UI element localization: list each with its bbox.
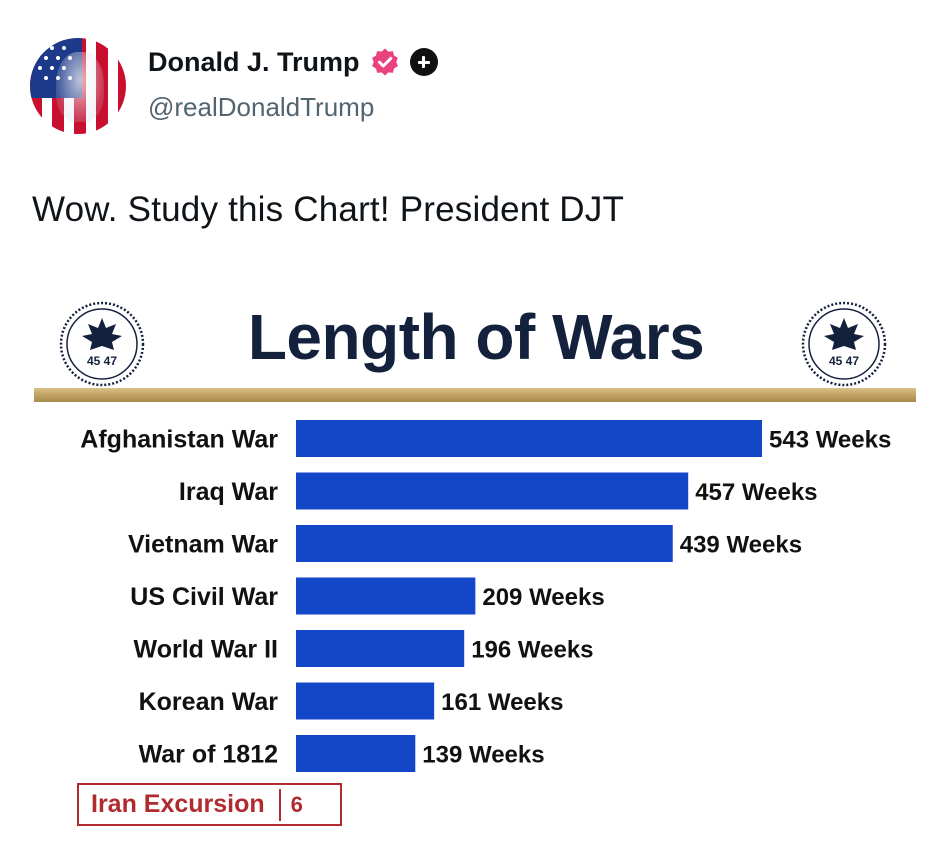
highlight-separator [278, 788, 281, 821]
value-label: 196 Weeks [471, 637, 593, 664]
value-label: 161 Weeks [441, 689, 563, 716]
seal-right-text: 45 47 [829, 354, 859, 368]
category-label: Iraq War [179, 478, 278, 506]
gold-divider [34, 388, 916, 402]
value-label: 439 Weeks [680, 532, 802, 559]
category-label: US Civil War [130, 583, 278, 611]
bar [296, 682, 435, 720]
category-label: Afghanistan War [80, 426, 278, 454]
bar [296, 735, 416, 772]
presidential-seal-icon: 45 47 [59, 301, 145, 387]
category-label: Korean War [139, 688, 279, 716]
post-header: Donald J. Trump @realDonaldTrump [30, 38, 910, 134]
value-label: 209 Weeks [482, 584, 604, 611]
bar [296, 472, 689, 510]
seal-left-text: 45 47 [87, 354, 117, 368]
highlight-category: Iran Excursion [91, 790, 265, 818]
presidential-seal-icon: 45 47 [801, 301, 887, 387]
handle[interactable]: @realDonaldTrump [148, 92, 375, 122]
bar [296, 630, 465, 667]
value-label: 139 Weeks [422, 742, 544, 769]
chart: 45 47 Length of Wars 45 47 Afghanistan W… [0, 280, 952, 847]
verified-badge-icon [371, 48, 398, 76]
avatar[interactable] [30, 38, 126, 134]
post-text: Wow. Study this Chart! President DJT [32, 190, 625, 229]
plus-icon[interactable] [409, 48, 438, 76]
name-line: Donald J. Trump [148, 42, 438, 82]
bar [296, 577, 476, 615]
category-label: War of 1812 [139, 741, 278, 769]
category-label: Vietnam War [128, 531, 278, 559]
bar [296, 525, 673, 562]
display-name[interactable]: Donald J. Trump [148, 46, 360, 77]
bar-chart: Afghanistan War 543 Weeks Iraq War 457 Week… [80, 420, 891, 772]
category-label: World War II [134, 636, 278, 664]
highlight-value: 6 [290, 791, 303, 817]
value-label: 543 Weeks [769, 427, 891, 454]
highlight-box: Iran Excursion 6 [77, 783, 342, 826]
bar [296, 420, 762, 457]
portrait-face [56, 52, 104, 122]
value-label: 457 Weeks [695, 479, 817, 506]
chart-title: Length of Wars [247, 301, 705, 373]
